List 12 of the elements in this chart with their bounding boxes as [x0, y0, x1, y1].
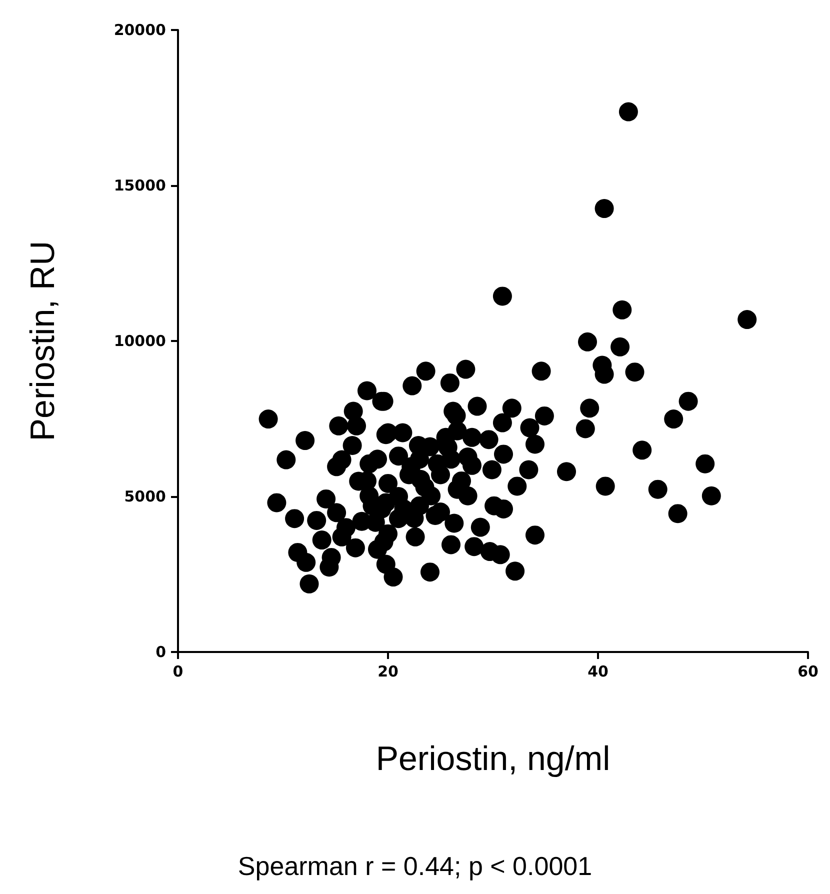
- y-tick-label: 20000: [114, 21, 166, 39]
- y-tick-label: 15000: [114, 176, 166, 194]
- y-axis-title: Periostin, RU: [24, 240, 62, 442]
- x-axis-title: Periostin, ng/ml: [376, 740, 610, 778]
- y-tick-label: 10000: [114, 332, 166, 350]
- x-tick-label: 20: [378, 662, 398, 680]
- x-tick-label: 40: [588, 662, 608, 680]
- x-tick-label: 60: [798, 662, 818, 680]
- text: Spearman r = 0.44; p < 0.0001: [238, 851, 592, 881]
- y-tick-label: 0: [156, 643, 166, 661]
- y-tick-label: 5000: [124, 488, 166, 506]
- x-tick-label: 0: [172, 662, 184, 680]
